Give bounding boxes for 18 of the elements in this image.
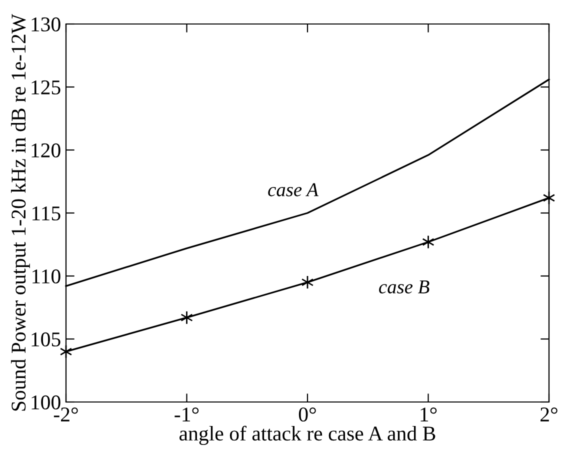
y-tick-label: 110 [32,269,60,284]
x-tick-label: 2° [540,407,558,422]
annotation: case A [268,183,319,196]
x-tick-label: -1° [174,407,199,422]
y-axis-title: Sound Power output 1-20 kHz in dB re 1e-12W [10,14,30,411]
y-tick-label: 130 [32,17,60,32]
y-tick-label: 125 [32,80,60,94]
x-tick-label: 1° [420,407,437,422]
point [180,310,193,325]
point [422,235,434,249]
x-tick-label: 0° [298,407,316,422]
x-tick-label: -2° [54,407,78,422]
y-tick-label: 115 [32,206,60,220]
y-tick-label: 105 [32,332,60,346]
x-axis-title: angle of attack re case A and B [180,426,436,445]
y-tick-label: 100 [32,395,60,410]
annotation: case B [379,280,430,294]
y-tick-label: 120 [32,143,60,158]
